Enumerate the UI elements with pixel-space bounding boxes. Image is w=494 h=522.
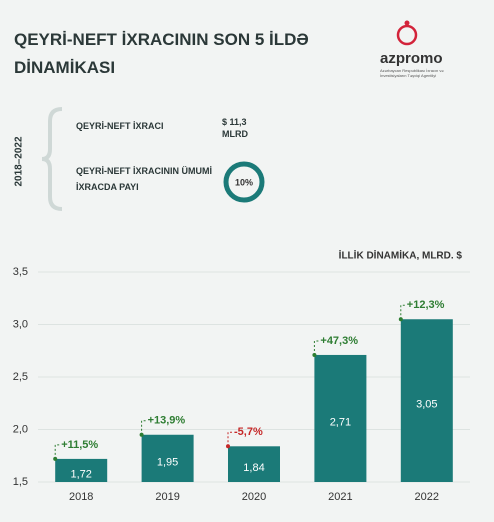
x-tick-label: 2019 <box>155 491 179 503</box>
change-dot <box>398 317 403 322</box>
brace <box>41 107 63 211</box>
y-tick-label: 2,5 <box>13 371 28 383</box>
x-tick-label: 2021 <box>328 491 352 503</box>
donut: 10% <box>223 161 265 203</box>
y-tick-label: 3,0 <box>13 318 28 330</box>
value-label: 3,05 <box>416 399 437 411</box>
change-label: +12,3% <box>407 299 445 311</box>
change-dot <box>53 456 58 461</box>
change-dot <box>226 444 230 449</box>
logo-icon <box>396 20 418 46</box>
y-tick-label: 2,0 <box>13 423 28 435</box>
chart-title: İLLİK DİNAMİKA, MLRD. $ <box>339 249 463 262</box>
page-title: QEYRİ-NEFT İXRACININ SON 5 İLDƏ DİNAMİKA… <box>14 30 309 77</box>
logo-subtitle: Azərbaycan Respublikası İxracın və İnves… <box>380 68 444 78</box>
summary-value: 10% <box>235 177 253 187</box>
change-connector <box>141 420 147 435</box>
y-tick-label: 1,5 <box>13 476 28 488</box>
change-label: -5,7% <box>234 426 263 438</box>
change-label: +11,5% <box>61 439 98 451</box>
value-label: 1,95 <box>157 456 178 468</box>
logo-name: azpromo <box>380 50 443 67</box>
summary-label: QEYRİ-NEFT İXRACININ ÜMUMİ İXRACDA PAYI <box>76 166 212 192</box>
value-label: 1,84 <box>243 462 264 474</box>
change-connector <box>227 431 233 447</box>
value-label: 1,72 <box>70 468 91 480</box>
summary-label: QEYRİ-NEFT İXRACI <box>76 121 164 131</box>
bar <box>400 319 453 482</box>
change-label: +13,9% <box>148 415 186 427</box>
change-connector <box>313 340 320 355</box>
bar <box>228 446 280 482</box>
change-dot <box>139 432 144 437</box>
bar <box>141 434 194 482</box>
bar <box>55 458 108 482</box>
bar <box>314 354 367 482</box>
value-label: 2,71 <box>330 416 351 428</box>
change-connector <box>54 444 61 459</box>
x-tick-label: 2020 <box>242 491 266 503</box>
x-tick-label: 2022 <box>415 491 439 503</box>
y-tick-label: 3,5 <box>13 266 28 278</box>
summary-value: $ 11,3 MLRD <box>222 117 248 139</box>
x-tick-label: 2018 <box>69 491 93 503</box>
change-label: +47,3% <box>320 335 358 347</box>
change-dot <box>312 352 317 357</box>
change-connector <box>400 304 406 320</box>
